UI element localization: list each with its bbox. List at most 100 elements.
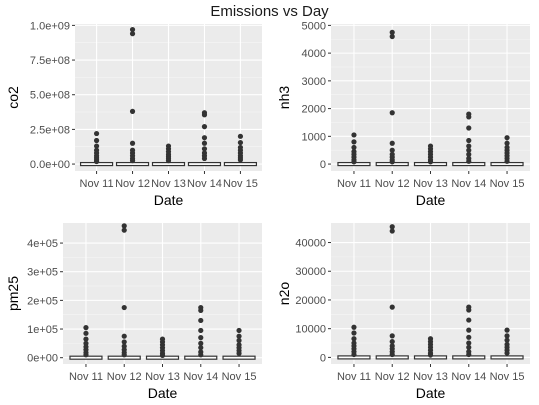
y-tick-label: 30000 (295, 266, 326, 278)
outlier-point (93, 137, 100, 144)
outlier-point (129, 108, 136, 114)
box-nov-15 (222, 355, 256, 360)
outlier-point (236, 350, 242, 356)
y-tick-label: 2.5e+08 (30, 124, 70, 136)
outlier-point (466, 143, 472, 149)
outlier-point (427, 352, 434, 358)
outlier-point (198, 317, 204, 324)
x-axis-title: Date (148, 385, 178, 401)
outlier-point (466, 317, 472, 323)
y-tick-label: 0e+00 (27, 353, 58, 365)
x-tick-label: Nov 11 (337, 178, 371, 190)
y-axis-title: n2o (276, 282, 292, 306)
x-axis-title: Date (154, 192, 184, 208)
outlier-point (93, 143, 100, 149)
x-tick-label: Nov 13 (413, 371, 448, 383)
outlier-point (389, 339, 395, 345)
y-tick-label: 40000 (295, 238, 326, 250)
outlier-point (83, 330, 89, 336)
outlier-point (389, 333, 395, 339)
outlier-point (236, 327, 242, 334)
outlier-point (504, 158, 510, 164)
x-tick-label: Nov 12 (115, 178, 150, 190)
outlier-point (389, 110, 395, 116)
outlier-point (389, 228, 395, 234)
outlier-point (504, 350, 510, 356)
outlier-point (466, 147, 472, 153)
outlier-point (504, 140, 510, 146)
outlier-point (237, 139, 244, 146)
x-tick-label: Nov 11 (69, 371, 103, 383)
outlier-point (389, 29, 395, 35)
outlier-point (466, 151, 472, 157)
outlier-point (201, 140, 208, 146)
x-tick-label: Nov 15 (490, 371, 525, 383)
outlier-point (159, 352, 166, 359)
outlier-point (466, 334, 472, 340)
outlier-point (236, 333, 242, 339)
outlier-point (165, 157, 172, 164)
outlier-point (83, 352, 89, 358)
outlier-point (83, 336, 89, 342)
outlier-point (389, 33, 395, 40)
y-tick-label: 4e+05 (27, 238, 58, 250)
x-tick-label: Nov 11 (337, 371, 371, 383)
y-axis-title: pm25 (5, 276, 21, 311)
outlier-point (466, 351, 472, 358)
outlier-point (83, 325, 89, 331)
outlier-point (427, 159, 434, 165)
outlier-point (504, 135, 510, 141)
outlier-point (351, 144, 357, 151)
outlier-point (351, 324, 357, 330)
outlier-point (389, 351, 395, 358)
outlier-point (201, 155, 208, 162)
outlier-point (121, 227, 127, 233)
outlier-point (389, 147, 395, 153)
outlier-point (201, 112, 208, 118)
outlier-point (466, 307, 472, 313)
x-tick-label: Nov 12 (375, 178, 410, 190)
outlier-point (121, 223, 127, 229)
outlier-point (93, 158, 100, 165)
outlier-point (201, 124, 208, 130)
outlier-point (201, 146, 208, 152)
chart-panel-co2: 0.0e+00 2.5e+08 5.0e+08 7.5e+08 1.0e+09 Nov 1… (5, 20, 262, 208)
x-tick-label: Nov 14 (183, 371, 218, 383)
outlier-point (237, 133, 244, 139)
y-tick-label: 0 (320, 352, 326, 364)
outlier-point (121, 333, 127, 339)
outlier-point (121, 304, 127, 311)
y-tick-label: 20000 (295, 295, 326, 307)
box-nov-14 (187, 161, 222, 167)
y-tick-label: 0.0e+00 (30, 159, 70, 171)
figure-title: Emissions vs Day (210, 3, 329, 20)
box-nov-15 (490, 355, 524, 360)
outlier-point (389, 304, 395, 310)
outlier-point (466, 114, 472, 120)
y-tick-label: 1.0e+09 (30, 20, 70, 32)
y-tick-label: 1e+05 (27, 324, 58, 336)
y-tick-label: 0 (320, 159, 326, 171)
outlier-point (504, 333, 510, 339)
outlier-point (351, 132, 357, 138)
outlier-point (236, 337, 242, 344)
outlier-point (389, 224, 395, 230)
y-tick-label: 3000 (302, 76, 326, 88)
y-tick-label: 3e+05 (27, 267, 58, 279)
y-tick-label: 2e+05 (27, 295, 58, 307)
outlier-point (121, 352, 127, 358)
outlier-point (504, 327, 510, 333)
y-axis-title: nh3 (276, 86, 292, 110)
x-tick-label: Nov 11 (80, 178, 114, 190)
outlier-point (466, 158, 472, 164)
outlier-point (198, 307, 204, 314)
outlier-point (466, 125, 472, 131)
x-tick-label: Nov 14 (451, 178, 486, 190)
y-tick-label: 5000 (302, 20, 326, 32)
outlier-point (389, 140, 395, 146)
outlier-point (351, 336, 357, 342)
outlier-point (129, 31, 136, 37)
